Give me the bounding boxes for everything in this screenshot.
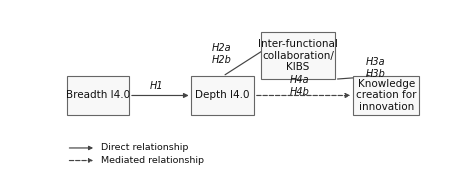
Text: H3a
H3b: H3a H3b	[366, 57, 386, 79]
Text: Mediated relationship: Mediated relationship	[101, 156, 204, 165]
FancyBboxPatch shape	[353, 76, 419, 115]
Text: H2a
H2b: H2a H2b	[212, 43, 232, 65]
Text: Depth I4.0: Depth I4.0	[195, 90, 250, 100]
Text: Knowledge
creation for
innovation: Knowledge creation for innovation	[356, 79, 417, 112]
Text: Breadth I4.0: Breadth I4.0	[66, 90, 130, 100]
Text: Inter-functional
collaboration/
KIBS: Inter-functional collaboration/ KIBS	[258, 39, 338, 72]
FancyBboxPatch shape	[261, 32, 335, 79]
Text: H4a
H4b: H4a H4b	[290, 75, 310, 97]
Text: H1: H1	[150, 81, 164, 91]
FancyBboxPatch shape	[66, 76, 129, 115]
FancyBboxPatch shape	[191, 76, 254, 115]
Text: Direct relationship: Direct relationship	[101, 143, 189, 152]
